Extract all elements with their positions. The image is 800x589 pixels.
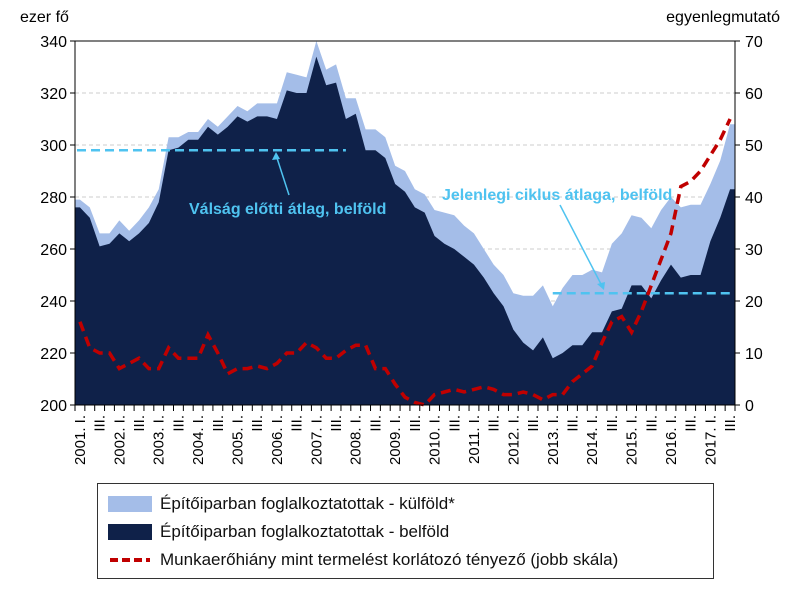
x-tick-label: 2014. I. [584, 415, 601, 465]
y-tick-label-right: 40 [745, 190, 763, 207]
legend-item: Építőiparban foglalkoztatottak - belföld [108, 518, 703, 546]
x-tick-label: III. [564, 415, 581, 432]
x-tick-label: 2009. I. [387, 415, 404, 465]
x-tick-label: 2005. I. [230, 415, 247, 465]
area-belfold [75, 56, 735, 405]
line-munkaerohiany [78, 118, 732, 407]
x-tick-label: 2008. I. [348, 415, 365, 465]
y-tick-label-left: 240 [40, 294, 67, 311]
y-tick-label-left: 260 [40, 242, 67, 259]
legend-swatch [110, 558, 150, 562]
y-tick-label-right: 60 [745, 86, 763, 103]
annotation-pre-crisis: Válság előtti átlag, belföld [189, 201, 386, 218]
y-tick-label-left: 220 [40, 346, 67, 363]
y-tick-label-right: 10 [745, 346, 763, 363]
x-tick-label: 2007. I. [308, 415, 325, 465]
x-tick-label: III. [131, 415, 148, 432]
legend-label: Építőiparban foglalkoztatottak - külföld… [160, 494, 455, 513]
x-tick-label: III. [210, 415, 227, 432]
y-tick-label-right: 70 [745, 34, 763, 51]
legend-label: Munkaerőhiány mint termelést korlátozó t… [160, 550, 619, 569]
right-axis-label: egyenlegmutató [666, 9, 780, 26]
y-tick-label-right: 30 [745, 242, 763, 259]
x-tick-label: III. [722, 415, 739, 432]
y-tick-label-left: 300 [40, 138, 67, 155]
legend: Építőiparban foglalkoztatottak - külföld… [97, 483, 714, 579]
y-tick-label-left: 280 [40, 190, 67, 207]
x-tick-label: III. [446, 415, 463, 432]
x-tick-label: III. [407, 415, 424, 432]
annotation-current-cycle: Jelenlegi ciklus átlaga, belföld [442, 187, 672, 204]
x-tick-label: III. [643, 415, 660, 432]
y-tick-label-right: 0 [745, 398, 754, 415]
y-tick-label-left: 320 [40, 86, 67, 103]
x-tick-label: III. [249, 415, 266, 432]
annotation-arrow [559, 204, 603, 287]
y-tick-label-right: 20 [745, 294, 763, 311]
y-tick-label-left: 200 [40, 398, 67, 415]
x-tick-label: 2016. I. [663, 415, 680, 465]
arrowhead-icon [597, 282, 605, 290]
x-tick-label: III. [170, 415, 187, 432]
x-tick-label: 2011. I. [466, 415, 483, 464]
legend-swatch [108, 496, 152, 512]
x-tick-label: 2010. I. [427, 415, 444, 465]
x-tick-label: III. [683, 415, 700, 432]
x-tick-label: 2003. I. [151, 415, 168, 465]
x-tick-label: 2001. I. [72, 415, 89, 465]
x-tick-label: 2017. I. [702, 415, 719, 465]
x-tick-label: III. [604, 415, 621, 432]
legend-item: Munkaerőhiány mint termelést korlátozó t… [108, 546, 703, 574]
x-tick-label: III. [525, 415, 542, 432]
x-tick-label: 2015. I. [624, 415, 641, 465]
left-axis-label: ezer fő [20, 9, 69, 26]
legend-swatch [108, 524, 152, 540]
x-tick-label: 2012. I. [505, 415, 522, 465]
y-tick-label-left: 340 [40, 34, 67, 51]
y-tick-label-right: 50 [745, 138, 763, 155]
annotation-arrow [275, 154, 290, 196]
x-tick-label: III. [328, 415, 345, 432]
arrowhead-icon [272, 152, 280, 160]
legend-label: Építőiparban foglalkoztatottak - belföld [160, 522, 450, 541]
x-tick-label: III. [367, 415, 384, 432]
x-tick-label: 2004. I. [190, 415, 207, 465]
x-tick-label: 2002. I. [111, 415, 128, 465]
x-tick-label: III. [486, 415, 503, 432]
x-tick-label: 2006. I. [269, 415, 286, 465]
x-tick-label: III. [289, 415, 306, 432]
x-tick-label: III. [92, 415, 109, 432]
x-tick-label: 2013. I. [545, 415, 562, 465]
legend-item: Építőiparban foglalkoztatottak - külföld… [108, 490, 703, 518]
